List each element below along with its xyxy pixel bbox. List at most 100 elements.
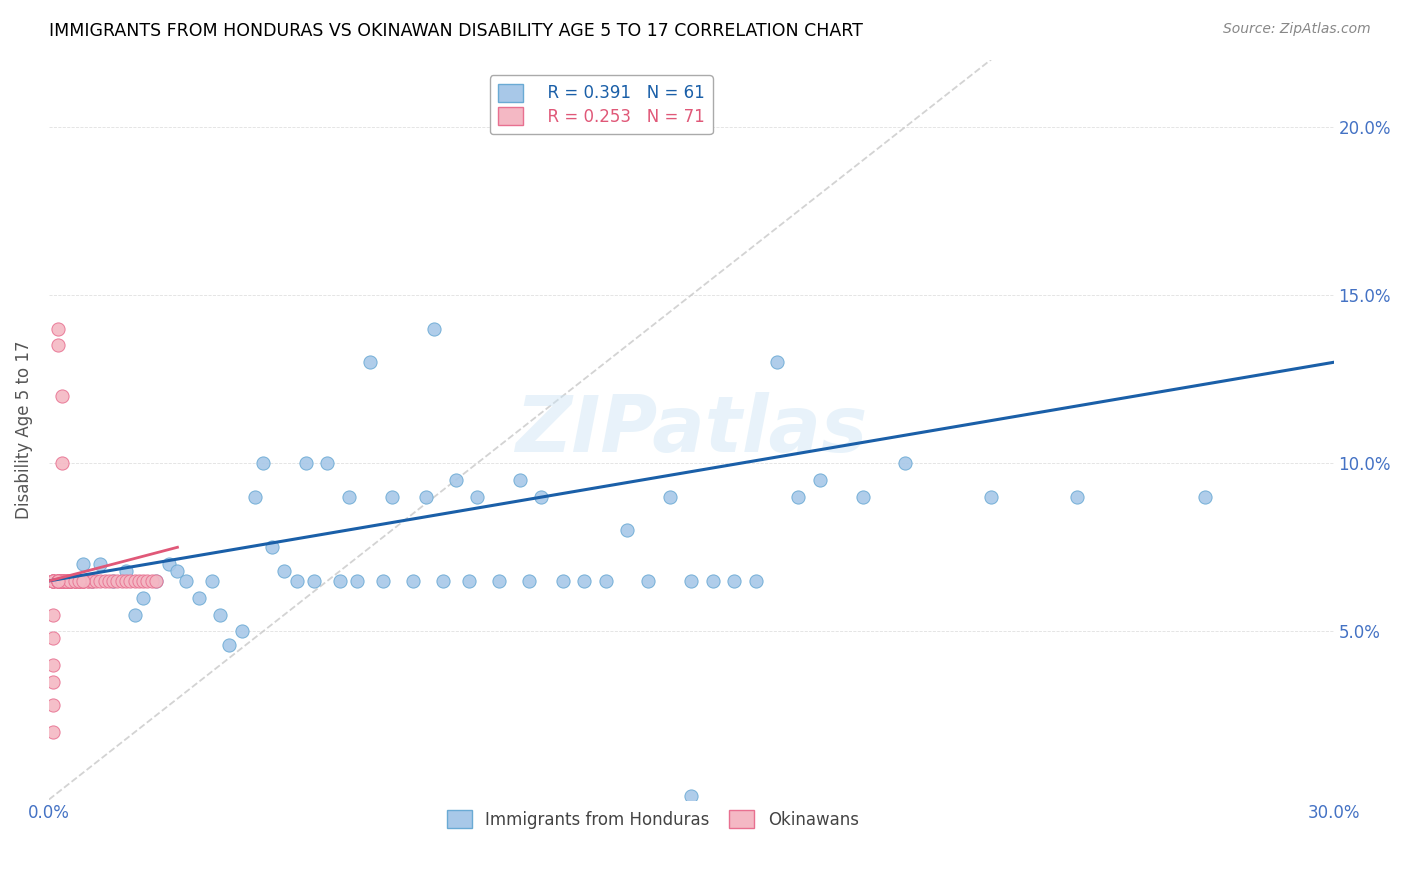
Point: [359, 355, 381, 369]
Point: [51, 574, 73, 588]
Point: [51, 574, 73, 588]
Point: [231, 624, 253, 639]
Point: [97, 574, 120, 588]
Point: [120, 574, 142, 588]
Point: [89, 574, 111, 588]
Point: [59, 574, 82, 588]
Point: [787, 490, 810, 504]
Point: [111, 574, 134, 588]
Point: [218, 638, 240, 652]
Point: [72, 574, 94, 588]
Point: [346, 574, 368, 588]
Point: [766, 355, 789, 369]
Point: [201, 574, 224, 588]
Point: [329, 574, 352, 588]
Point: [46, 321, 69, 335]
Point: [67, 574, 90, 588]
Point: [93, 574, 115, 588]
Point: [371, 574, 394, 588]
Point: [115, 574, 138, 588]
Point: [551, 574, 574, 588]
Point: [285, 574, 308, 588]
Point: [681, 574, 703, 588]
Point: [517, 574, 540, 588]
Point: [63, 574, 86, 588]
Point: [55, 574, 77, 588]
Point: [852, 490, 875, 504]
Point: [124, 574, 146, 588]
Point: [209, 607, 232, 622]
Point: [432, 574, 454, 588]
Point: [42, 698, 65, 713]
Point: [457, 574, 479, 588]
Point: [658, 490, 681, 504]
Point: [681, 789, 703, 804]
Point: [894, 456, 917, 470]
Point: [67, 574, 90, 588]
Point: [128, 574, 150, 588]
Point: [488, 574, 510, 588]
Point: [42, 658, 65, 673]
Point: [42, 574, 65, 588]
Point: [59, 574, 82, 588]
Point: [744, 574, 766, 588]
Point: [187, 591, 209, 605]
Point: [42, 674, 65, 689]
Point: [174, 574, 197, 588]
Point: [808, 473, 831, 487]
Point: [55, 574, 77, 588]
Point: [380, 490, 402, 504]
Point: [51, 574, 73, 588]
Point: [243, 490, 266, 504]
Point: [42, 574, 65, 588]
Text: ZIPatlas: ZIPatlas: [515, 392, 868, 467]
Point: [63, 574, 86, 588]
Point: [304, 574, 326, 588]
Point: [252, 456, 274, 470]
Point: [702, 574, 724, 588]
Point: [59, 574, 82, 588]
Point: [574, 574, 596, 588]
Point: [980, 490, 1002, 504]
Point: [42, 607, 65, 622]
Point: [145, 574, 167, 588]
Point: [59, 574, 82, 588]
Point: [72, 557, 94, 571]
Point: [415, 490, 437, 504]
Point: [103, 574, 125, 588]
Point: [42, 631, 65, 645]
Point: [107, 574, 129, 588]
Text: IMMIGRANTS FROM HONDURAS VS OKINAWAN DISABILITY AGE 5 TO 17 CORRELATION CHART: IMMIGRANTS FROM HONDURAS VS OKINAWAN DIS…: [49, 22, 863, 40]
Point: [273, 564, 295, 578]
Text: Source: ZipAtlas.com: Source: ZipAtlas.com: [1223, 22, 1371, 37]
Y-axis label: Disability Age 5 to 17: Disability Age 5 to 17: [15, 341, 32, 519]
Point: [67, 574, 90, 588]
Point: [51, 574, 73, 588]
Point: [402, 574, 425, 588]
Point: [465, 490, 488, 504]
Point: [76, 574, 98, 588]
Point: [337, 490, 360, 504]
Point: [1194, 490, 1216, 504]
Point: [1066, 490, 1088, 504]
Point: [132, 574, 155, 588]
Point: [42, 574, 65, 588]
Point: [46, 338, 69, 352]
Point: [55, 574, 77, 588]
Point: [72, 574, 94, 588]
Point: [260, 541, 283, 555]
Point: [46, 574, 69, 588]
Point: [63, 574, 86, 588]
Point: [72, 574, 94, 588]
Point: [84, 574, 107, 588]
Point: [316, 456, 339, 470]
Point: [157, 557, 180, 571]
Point: [72, 574, 94, 588]
Point: [42, 574, 65, 588]
Point: [124, 607, 146, 622]
Point: [51, 574, 73, 588]
Point: [46, 574, 69, 588]
Point: [59, 574, 82, 588]
Point: [51, 574, 73, 588]
Point: [637, 574, 659, 588]
